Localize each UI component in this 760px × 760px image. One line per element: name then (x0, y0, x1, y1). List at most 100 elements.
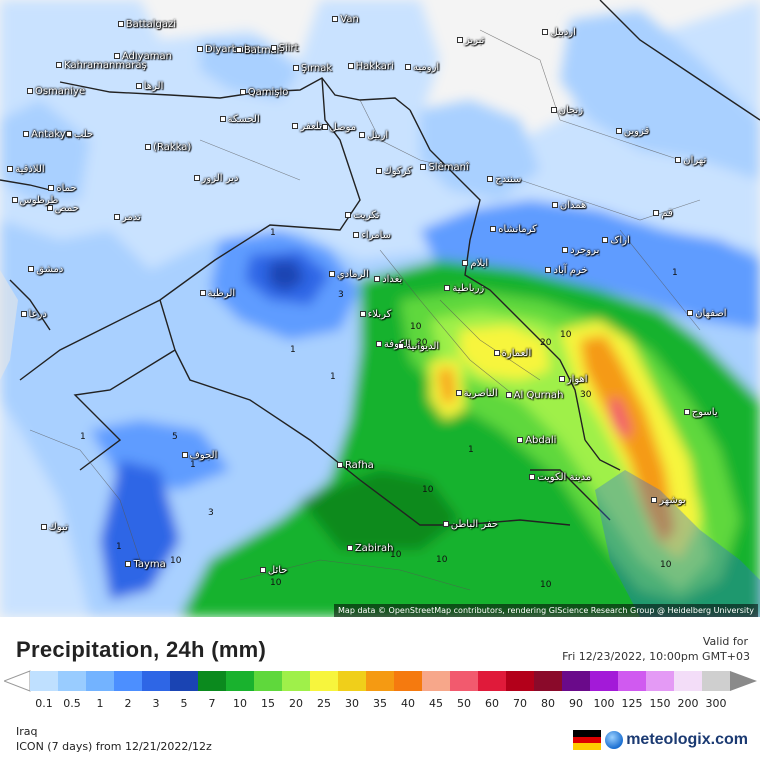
place-label: الحسكة (219, 114, 260, 125)
place-label: طرطوس (11, 195, 58, 206)
city-marker-icon (270, 44, 277, 51)
contour-value-label: 5 (172, 432, 178, 442)
city-marker-icon (442, 521, 449, 528)
place-label: دير الزور (193, 173, 238, 184)
city-marker-icon (259, 566, 266, 573)
scale-tick-label: 200 (677, 697, 699, 710)
scale-swatch (394, 671, 423, 691)
scale-swatch (142, 671, 171, 691)
scale-swatch (562, 671, 591, 691)
scale-left-arrow-icon (4, 670, 31, 692)
place-label: بغداد (374, 274, 402, 285)
city-marker-icon (7, 165, 14, 172)
contour-value-label: 10 (410, 322, 422, 332)
city-marker-icon (199, 289, 206, 296)
city-marker-icon (545, 267, 552, 274)
place-label: تدمر (113, 212, 141, 223)
scale-tick-labels: 0.1 0.5 1 2 3 5 7 10 15 20 25 30 35 40 45 50 60 70 80 90 100… (0, 697, 760, 711)
contour-value-label: 10 (390, 550, 402, 560)
place-label: اللاذقية (7, 164, 45, 175)
contour-value-label: 20 (540, 338, 552, 348)
city-marker-icon (292, 122, 299, 129)
scale-swatch (254, 671, 283, 691)
contour-value-label: 1 (270, 228, 276, 238)
place-label: Qamişlo (239, 87, 288, 98)
valid-date: Fri 12/23/2022, 10:00pm GMT+03 (562, 650, 750, 663)
scale-tick-label: 15 (261, 697, 275, 710)
scale-tick-label: 60 (485, 697, 499, 710)
place-label: Rafha (336, 460, 374, 471)
place-label: اراک (602, 235, 630, 246)
place-label: حلب (65, 129, 93, 140)
scale-tick-label: 5 (180, 697, 188, 710)
place-label: Kahramanmaraş (56, 60, 147, 71)
precipitation-map[interactable]: Battalgazi Diyarbakır Batman Siirt Van Kahram… (0, 0, 760, 617)
scale-swatch (702, 671, 731, 691)
province-borders (29, 29, 701, 591)
scale-right-arrow-icon (730, 671, 757, 691)
place-label: اربيل (359, 130, 388, 141)
scale-tick-label: 7 (208, 697, 216, 710)
city-marker-icon (374, 276, 381, 283)
flag-stripe (573, 730, 602, 737)
city-marker-icon (375, 340, 382, 347)
scale-tick-label: 50 (457, 697, 471, 710)
contour-value-label: 3 (208, 508, 214, 518)
flag-stripe (573, 743, 602, 751)
city-marker-icon (602, 237, 609, 244)
place-label: اصفهان (687, 308, 727, 319)
flag-stripe (573, 736, 602, 744)
model-run-label: ICON (7 days) from 12/21/2022/12z (16, 740, 212, 753)
place-label: Hakkari (347, 61, 394, 72)
german-flag-icon (573, 730, 602, 751)
city-marker-icon (135, 83, 142, 90)
place-label: Siirt (270, 43, 299, 54)
scale-swatch (506, 671, 535, 691)
place-label: العمارة (493, 348, 531, 359)
city-marker-icon (562, 246, 569, 253)
place-label: كركوك (375, 166, 412, 177)
city-marker-icon (65, 131, 72, 138)
scale-swatch (310, 671, 339, 691)
city-marker-icon (359, 311, 366, 318)
city-marker-icon (420, 163, 427, 170)
place-label: تهران (675, 155, 706, 166)
scale-tick-label: 1 (96, 697, 104, 710)
city-marker-icon (653, 209, 660, 216)
city-marker-icon (345, 211, 352, 218)
city-marker-icon (542, 28, 549, 35)
city-marker-icon (455, 390, 462, 397)
city-marker-icon (687, 309, 694, 316)
place-label: Batman (235, 45, 283, 56)
place-label: الناصرية (455, 388, 498, 399)
scale-swatch (170, 671, 199, 691)
city-marker-icon (321, 124, 328, 131)
city-marker-icon (113, 213, 120, 220)
city-marker-icon (359, 131, 366, 138)
place-label: Al Qurnah (505, 390, 563, 401)
place-label: درعا (20, 309, 47, 320)
place-label: الديوانية (398, 341, 439, 352)
brand-name[interactable]: meteologix.com (626, 731, 748, 748)
place-label: قزوین (615, 126, 649, 137)
place-label: قم (653, 208, 673, 219)
place-label: Şırnak (292, 63, 332, 74)
city-marker-icon (239, 88, 246, 95)
map-attribution[interactable]: Map data © OpenStreetMap contributors, r… (334, 604, 758, 617)
country-borders (0, 0, 760, 526)
city-marker-icon (353, 231, 360, 238)
scale-swatch (646, 671, 675, 691)
scale-tick-label: 35 (373, 697, 387, 710)
brand[interactable]: meteologix.com (573, 730, 748, 751)
scale-tick-label: 40 (401, 697, 415, 710)
scale-tick-label: 90 (569, 697, 583, 710)
city-marker-icon (145, 143, 152, 150)
city-marker-icon (456, 37, 463, 44)
city-marker-icon (551, 201, 558, 208)
place-label: Battalgazi (117, 19, 176, 30)
contour-value-label: 10 (270, 578, 282, 588)
scale-swatch (282, 671, 311, 691)
scale-swatch (618, 671, 647, 691)
place-label: تبوك (40, 522, 68, 533)
city-marker-icon (398, 342, 405, 349)
